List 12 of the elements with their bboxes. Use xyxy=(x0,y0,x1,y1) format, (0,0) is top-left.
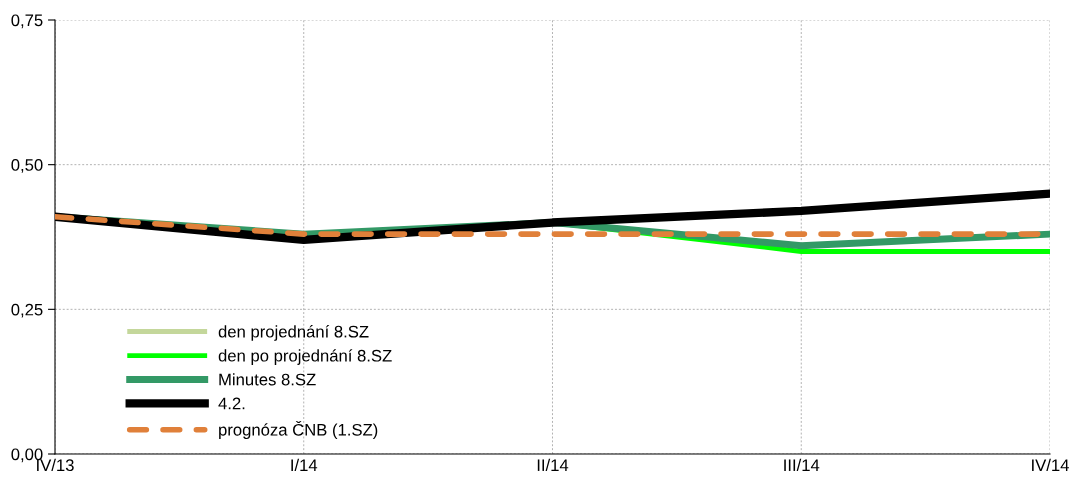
x-tick-label: I/14 xyxy=(291,458,318,472)
legend-label: 4.2. xyxy=(218,397,245,410)
legend-label: prognóza ČNB (1.SZ) xyxy=(219,420,378,439)
y-tick-label: 0,50 xyxy=(11,159,43,173)
y-tick-label: 0,25 xyxy=(11,303,43,318)
y-tick-label: 0,75 xyxy=(11,14,43,29)
x-tick-label: II/14 xyxy=(537,458,569,472)
legend-label: den projednání 8.SZ xyxy=(218,325,369,341)
x-tick-label: III/14 xyxy=(784,458,820,472)
legend-label: Minutes 8.SZ xyxy=(219,373,316,386)
x-tick-label: IV/14 xyxy=(1032,458,1069,472)
legend-label: den po projednání 8.SZ xyxy=(218,349,392,365)
